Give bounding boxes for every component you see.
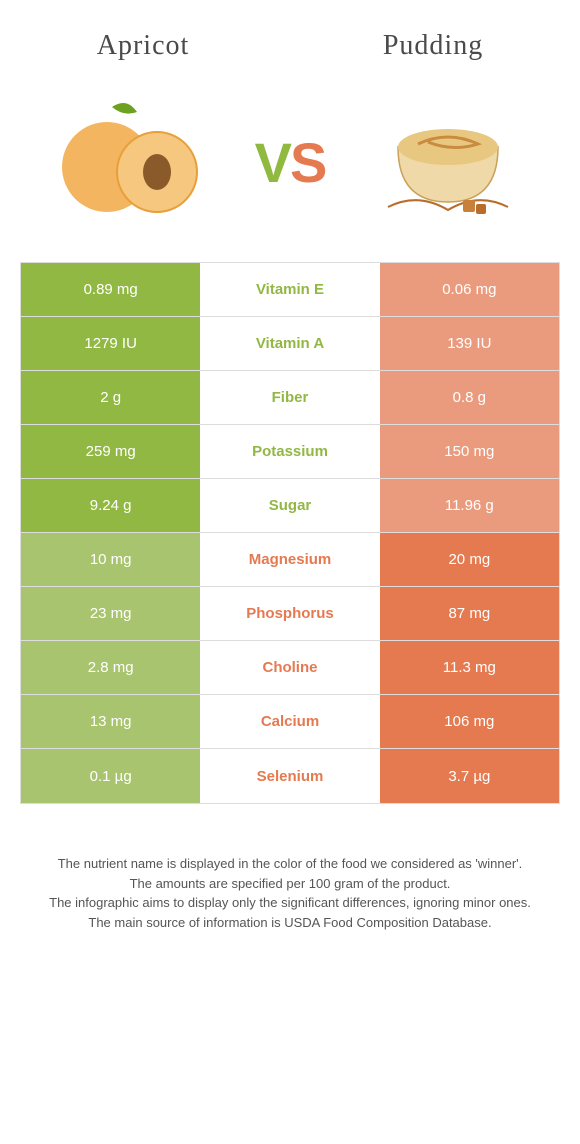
cell-right-value: 0.06 mg (380, 263, 559, 316)
cell-left-value: 2 g (21, 371, 200, 424)
vs-label: VS (255, 130, 326, 195)
cell-nutrient-label: Selenium (200, 749, 379, 803)
table-row: 259 mgPotassium150 mg (21, 425, 559, 479)
table-row: 13 mgCalcium106 mg (21, 695, 559, 749)
table-row: 0.89 mgVitamin E0.06 mg (21, 263, 559, 317)
cell-left-value: 10 mg (21, 533, 200, 586)
cell-nutrient-label: Magnesium (200, 533, 379, 586)
cell-right-value: 150 mg (380, 425, 559, 478)
table-row: 1279 IUVitamin A139 IU (21, 317, 559, 371)
cell-left-value: 23 mg (21, 587, 200, 640)
table-row: 2 gFiber0.8 g (21, 371, 559, 425)
cell-nutrient-label: Sugar (200, 479, 379, 532)
cell-right-value: 87 mg (380, 587, 559, 640)
title-left: Apricot (97, 30, 190, 62)
header: Apricot Pudding (0, 0, 580, 72)
cell-left-value: 2.8 mg (21, 641, 200, 694)
images-row: VS (0, 72, 580, 262)
footer-line: The nutrient name is displayed in the co… (30, 854, 550, 874)
cell-right-value: 0.8 g (380, 371, 559, 424)
table-row: 0.1 µgSelenium3.7 µg (21, 749, 559, 803)
cell-nutrient-label: Vitamin E (200, 263, 379, 316)
cell-nutrient-label: Calcium (200, 695, 379, 748)
footer-line: The amounts are specified per 100 gram o… (30, 874, 550, 894)
cell-left-value: 0.89 mg (21, 263, 200, 316)
vs-v-letter: V (255, 131, 290, 194)
apricot-image (52, 92, 212, 232)
table-row: 9.24 gSugar11.96 g (21, 479, 559, 533)
cell-nutrient-label: Choline (200, 641, 379, 694)
table-row: 10 mgMagnesium20 mg (21, 533, 559, 587)
cell-right-value: 3.7 µg (380, 749, 559, 803)
cell-right-value: 139 IU (380, 317, 559, 370)
cell-nutrient-label: Fiber (200, 371, 379, 424)
cell-right-value: 20 mg (380, 533, 559, 586)
cell-left-value: 259 mg (21, 425, 200, 478)
footer-notes: The nutrient name is displayed in the co… (0, 804, 580, 932)
footer-line: The infographic aims to display only the… (30, 893, 550, 913)
cell-right-value: 106 mg (380, 695, 559, 748)
cell-left-value: 1279 IU (21, 317, 200, 370)
cell-nutrient-label: Vitamin A (200, 317, 379, 370)
cell-right-value: 11.96 g (380, 479, 559, 532)
footer-line: The main source of information is USDA F… (30, 913, 550, 933)
cell-nutrient-label: Phosphorus (200, 587, 379, 640)
table-row: 2.8 mgCholine11.3 mg (21, 641, 559, 695)
cell-left-value: 13 mg (21, 695, 200, 748)
cell-left-value: 0.1 µg (21, 749, 200, 803)
pudding-image (368, 92, 528, 232)
cell-nutrient-label: Potassium (200, 425, 379, 478)
cell-right-value: 11.3 mg (380, 641, 559, 694)
comparison-table: 0.89 mgVitamin E0.06 mg1279 IUVitamin A1… (20, 262, 560, 804)
vs-s-letter: S (290, 131, 325, 194)
title-right: Pudding (383, 30, 483, 62)
table-row: 23 mgPhosphorus87 mg (21, 587, 559, 641)
cell-left-value: 9.24 g (21, 479, 200, 532)
